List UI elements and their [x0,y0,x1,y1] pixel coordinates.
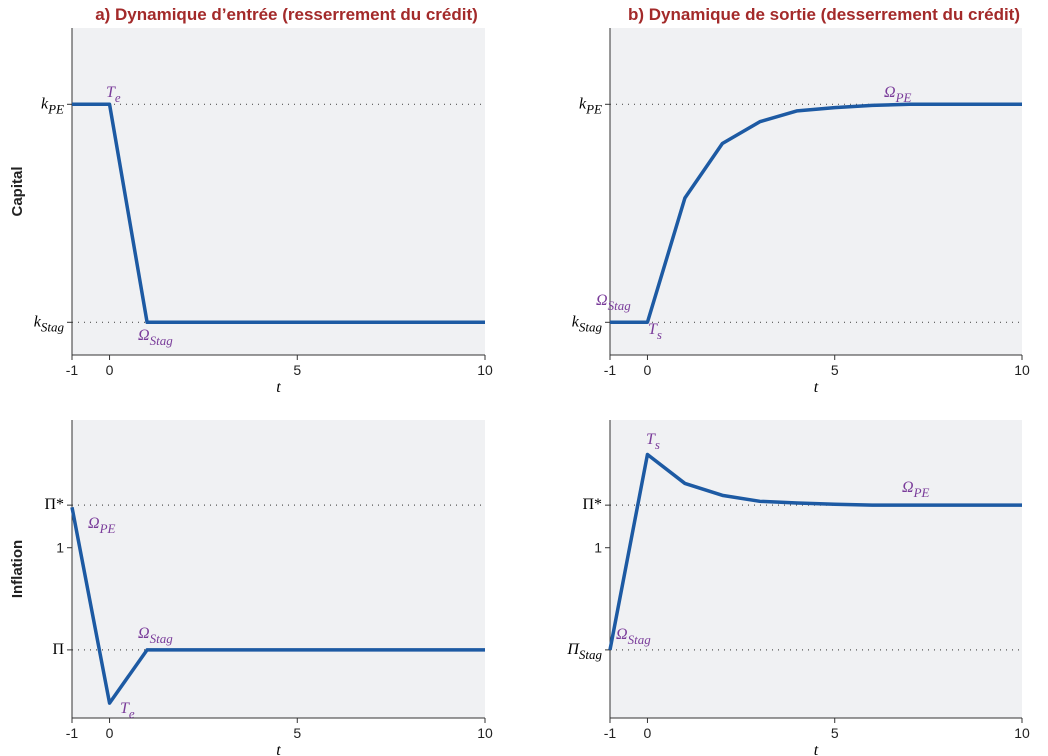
y-tick-label-sub: Stag [41,319,65,334]
annotation-main: T [646,431,656,448]
annotation-main: Ω [138,327,150,344]
plot-area [72,28,485,355]
annotation: ΩStag [138,625,173,646]
annotation: ΩPE [88,515,116,536]
annotation-main: Ω [596,292,608,309]
annotation: ΩStag [596,292,631,313]
x-tick-label: 10 [477,725,493,741]
x-tick-label: 10 [1014,362,1030,378]
y-axis-label: Capital [9,166,26,216]
annotation: ΩStag [616,626,651,647]
annotation-main: Ω [138,625,150,642]
x-tick-label: 5 [293,725,301,741]
annotation-sub: e [129,706,135,721]
y-tick-label: kPE [579,95,602,116]
chart-title: a) Dynamique d’entrée (resserrement du c… [95,5,478,24]
y-tick-label-main: k [579,95,587,112]
y-tick-label-main: Π* [582,496,602,513]
annotation: Ts [648,321,662,342]
x-tick-label: 0 [644,725,652,741]
x-tick-label: 5 [293,362,301,378]
y-tick-label: Π [52,641,64,658]
y-tick-label: 1 [56,540,64,556]
chart-title: b) Dynamique de sortie (desserrement du … [628,5,1020,24]
x-tick-label: -1 [66,725,79,741]
y-tick-label-main: Π* [44,496,64,513]
x-axis-label: t [814,742,819,756]
y-tick-label-main: Π [52,641,64,658]
x-tick-label: 5 [831,725,839,741]
annotation-main: T [106,84,116,101]
y-tick-label-sub: PE [47,101,64,116]
y-tick-label: Π* [582,496,602,513]
annotation: Te [120,700,135,721]
annotation-sub: Stag [628,632,652,647]
y-tick-label-sub: Stag [579,647,603,662]
line [70,506,485,705]
x-tick-label: 0 [644,362,652,378]
y-tick-label: 1 [594,540,602,556]
annotation-main: Ω [902,479,914,496]
y-tick-label-main: Π [566,641,580,658]
y-tick-label: kStag [572,313,603,334]
x-tick-label: 10 [477,362,493,378]
annotation-sub: Stag [608,298,632,313]
x-tick-label: 5 [831,362,839,378]
annotation-sub: PE [895,90,912,105]
y-axis-label: Inflation [9,540,26,598]
annotation-main: T [648,321,658,338]
annotation-main: Ω [884,84,896,101]
annotation: ΩStag [138,327,173,348]
plot-area [72,420,485,718]
annotation-sub: Stag [150,333,174,348]
x-tick-label: 0 [106,725,114,741]
y-tick-label-main: k [41,95,49,112]
x-tick-label: -1 [66,362,79,378]
line [610,102,1022,325]
annotation-main: T [120,700,130,717]
y-tick-label-sub: PE [585,101,602,116]
y-tick-label: ΠStag [566,641,602,662]
y-tick-label: kStag [34,313,65,334]
annotation-sub: Stag [150,631,174,646]
y-tick-label-main: k [572,313,580,330]
plot-area [610,420,1022,718]
line [72,102,485,325]
annotation-sub: s [655,437,660,452]
x-axis-label: t [276,742,281,756]
annotation-sub: PE [913,485,930,500]
y-tick-label-main: k [34,313,42,330]
annotation: Ts [646,431,660,452]
plot-area [610,28,1022,355]
x-axis-label: t [814,379,819,396]
annotation: ΩPE [902,479,930,500]
annotation-main: Ω [88,515,100,532]
x-tick-label: -1 [604,725,617,741]
annotation: ΩPE [884,84,912,105]
annotation-sub: e [115,90,121,105]
x-tick-label: -1 [604,362,617,378]
x-axis-label: t [276,379,281,396]
annotation-main: Ω [616,626,628,643]
x-tick-label: 10 [1014,725,1030,741]
line [608,452,1022,651]
y-tick-label: kPE [41,95,64,116]
x-tick-label: 0 [106,362,114,378]
y-tick-label: Π* [44,496,64,513]
annotation: Te [106,84,121,105]
y-tick-label-sub: Stag [579,319,603,334]
annotation-sub: s [657,327,662,342]
annotation-sub: PE [99,521,116,536]
